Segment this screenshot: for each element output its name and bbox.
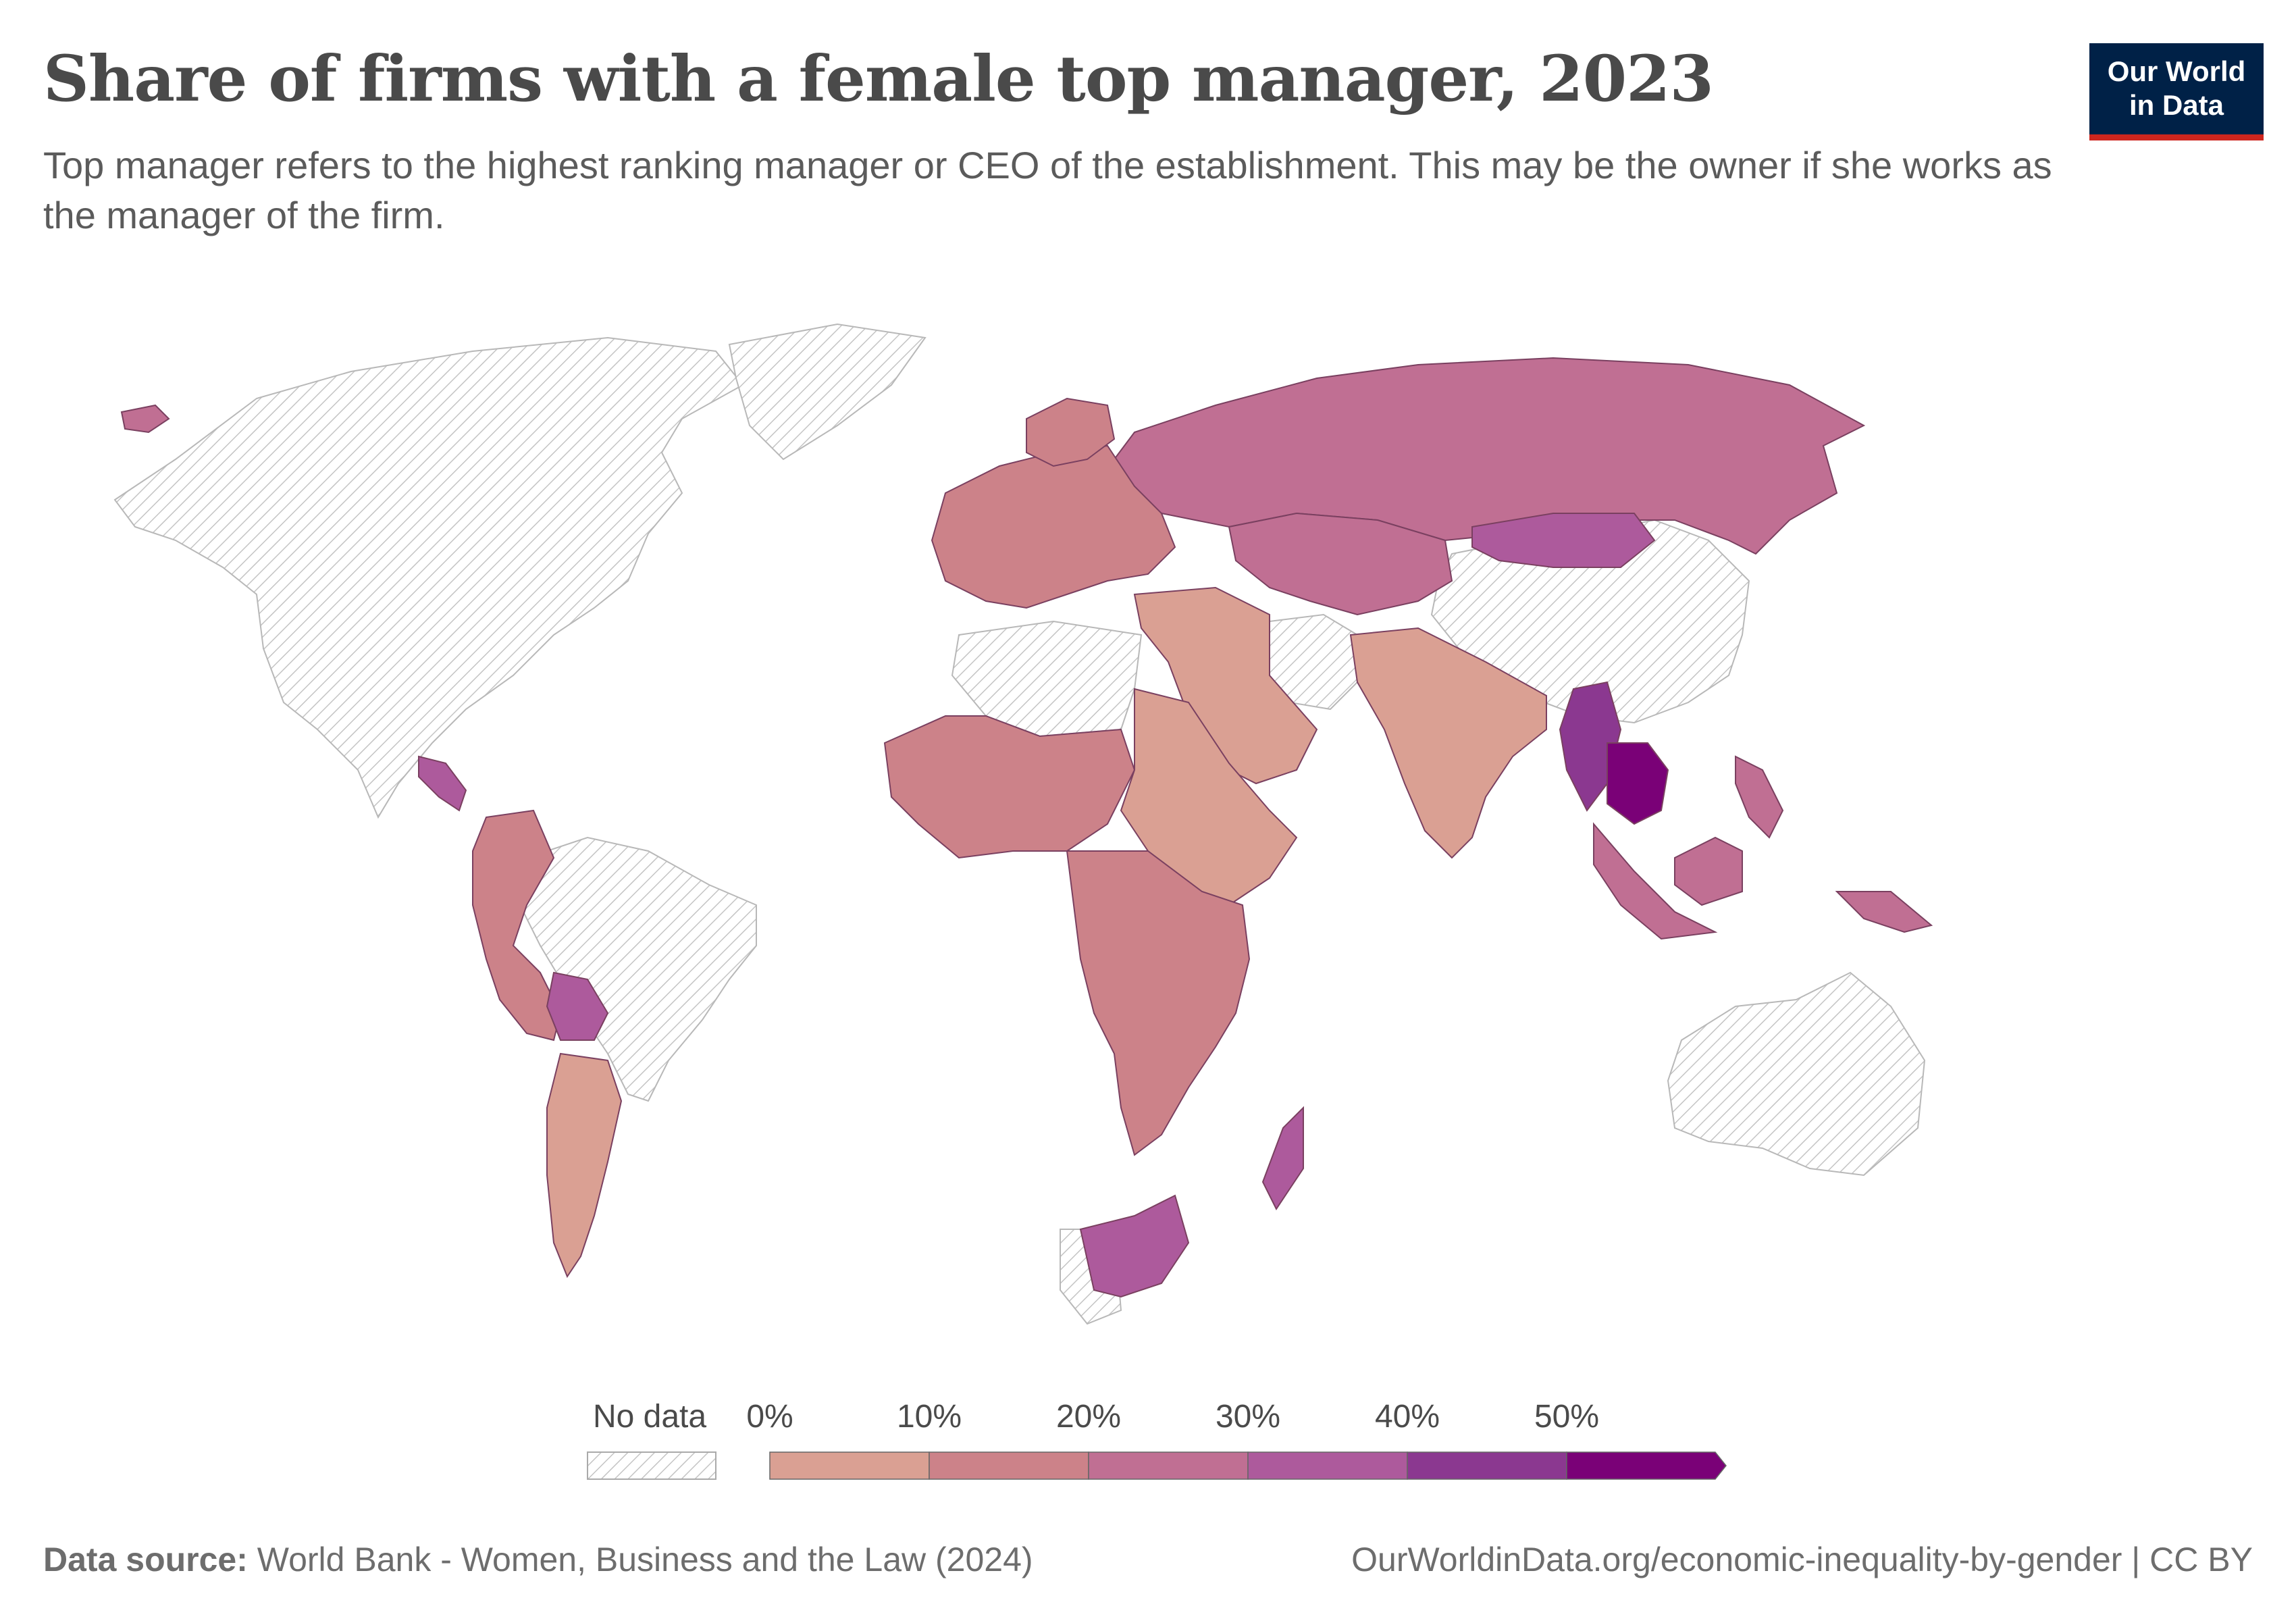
data-source-label: Data source: [43,1541,248,1578]
region-east-africa[interactable] [1120,688,1298,906]
region-central-asia[interactable] [1228,512,1453,616]
map-legend: No data 0% 10% 20% 30% 40% 50% [581,1398,1729,1499]
region-brazil[interactable] [519,836,757,1102]
legend-tick-2: 20% [1055,1399,1122,1435]
legend-scale [587,1451,1727,1480]
region-thailand[interactable] [1607,742,1669,825]
region-mongolia[interactable] [1471,513,1656,568]
region-russia[interactable] [1113,357,1866,555]
region-madagascar[interactable] [1261,1106,1304,1210]
region-central-america[interactable] [418,755,467,812]
region-iceland[interactable] [120,404,170,434]
legend-bin-2[interactable] [1088,1451,1249,1480]
region-new-guinea[interactable] [1835,891,1933,933]
region-middle-east[interactable] [1133,586,1318,785]
legend-bin-0[interactable] [769,1451,930,1480]
data-source: Data source: World Bank - Women, Busines… [43,1540,1033,1579]
region-west-africa[interactable] [883,715,1136,859]
region-indonesia[interactable] [1593,822,1718,940]
data-source-text[interactable]: World Bank - Women, Business and the Law… [257,1541,1033,1578]
region-borneo[interactable] [1674,836,1743,906]
region-myanmar[interactable] [1559,681,1622,812]
region-greenland[interactable] [728,323,927,461]
legend-tick-4: 40% [1374,1399,1440,1435]
legend-tick-0: 0% [746,1399,793,1435]
region-bolivia[interactable] [546,971,609,1041]
legend-no-data-label: No data [592,1399,707,1435]
region-north-america[interactable] [113,336,744,819]
chart-title: Share of firms with a female top manager… [43,42,1714,116]
region-philippines[interactable] [1735,755,1784,839]
region-argentina[interactable] [546,1052,623,1279]
logo-line-2: in Data [2129,89,2224,121]
legend-tick-3: 30% [1215,1399,1281,1435]
logo-line-1: Our World [2107,55,2246,87]
source-url[interactable]: OurWorldinData.org/economic-inequality-b… [1351,1541,2253,1578]
world-map[interactable] [0,297,2296,1351]
chart-subtitle: Top manager refers to the highest rankin… [43,144,2052,236]
owid-logo[interactable]: Our World in Data [2089,43,2264,140]
region-central-africa[interactable] [1066,850,1251,1156]
legend-bin-3[interactable] [1247,1451,1408,1480]
legend-bin-5[interactable] [1566,1451,1727,1480]
legend-no-data-swatch[interactable] [587,1451,716,1480]
region-australia[interactable] [1667,971,1926,1177]
legend-tick-1: 10% [896,1399,962,1435]
legend-bin-4[interactable] [1407,1451,1567,1480]
legend-bin-1[interactable] [929,1451,1089,1480]
region-south-asia[interactable] [1349,627,1547,859]
region-scandinavia[interactable] [1026,397,1116,467]
legend-tick-5: 50% [1534,1399,1600,1435]
region-southern-africa[interactable] [1079,1194,1190,1298]
